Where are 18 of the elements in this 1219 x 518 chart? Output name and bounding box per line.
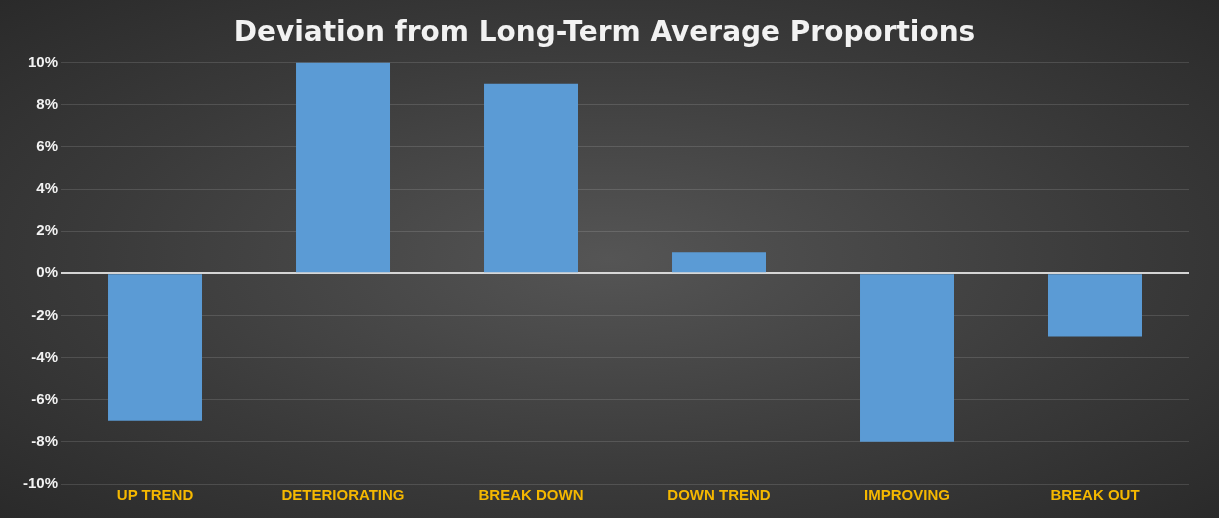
y-tick-label: 10% — [27, 52, 59, 70]
x-tick-label: IMPROVING — [864, 486, 950, 504]
y-tick-label: 2% — [36, 221, 59, 239]
y-tick-label: 6% — [36, 137, 59, 155]
y-tick-label: -4% — [31, 347, 59, 365]
y-tick-label: -8% — [31, 432, 59, 449]
y-tick-label: 0% — [36, 263, 59, 281]
y-tick-label: -10% — [22, 474, 59, 492]
chart-title: Deviation from Long-Term Average Proportions — [233, 15, 976, 49]
x-tick-label: BREAK DOWN — [478, 486, 584, 504]
y-tick-label: -2% — [31, 305, 59, 323]
x-tick-label: BREAK OUT — [1050, 486, 1140, 504]
x-tick-label: DETERIORATING — [281, 486, 405, 504]
y-tick-label: 8% — [36, 94, 59, 112]
x-tick-label: DOWN TREND — [667, 486, 771, 504]
x-tick-label: UP TREND — [116, 486, 194, 504]
y-tick-label: -6% — [31, 389, 59, 407]
y-tick-label: 4% — [36, 179, 59, 197]
